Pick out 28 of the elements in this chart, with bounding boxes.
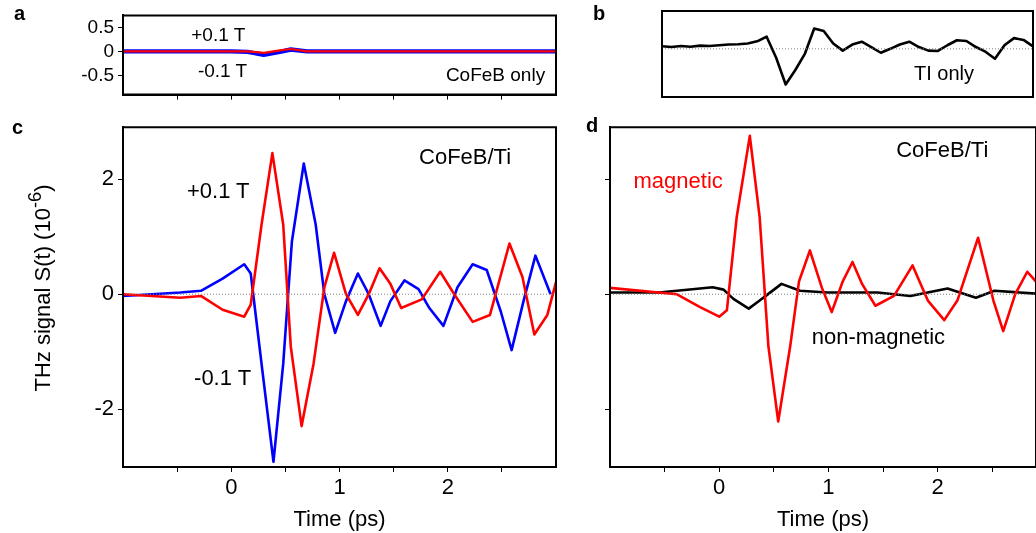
x-tick-label: 2 — [441, 474, 454, 500]
annotation: CoFeB/Ti — [896, 137, 989, 163]
x-tick-label: 1 — [333, 474, 346, 500]
y-tick-label: 0.5 — [87, 15, 114, 37]
y-tick-label: 0 — [101, 280, 114, 306]
x-tick-label: 0 — [713, 474, 726, 500]
series-label: non-magnetic — [811, 323, 946, 349]
series-label: +0.1 T — [191, 24, 246, 46]
x-tick-label: 2 — [931, 474, 944, 500]
series-label: magnetic — [633, 167, 723, 193]
chart-title: a — [14, 2, 26, 25]
y-tick-label: -2 — [94, 395, 114, 421]
y-tick-label: -0.5 — [81, 63, 114, 85]
annotation: CoFeB/Ti — [419, 143, 512, 169]
x-axis-title: Time (ps) — [293, 505, 386, 531]
annotation: CoFeB only — [445, 63, 546, 85]
x-tick-label: 0 — [225, 474, 238, 500]
series-label: -0.1 T — [197, 59, 248, 81]
annotation: TI only — [913, 62, 974, 85]
y-tick-label: 0 — [103, 39, 114, 61]
y-tick-label: 2 — [101, 165, 114, 191]
x-tick-label: 1 — [822, 474, 835, 500]
chart-title: d — [586, 114, 599, 137]
chart-title: b — [593, 2, 606, 25]
chart-title: c — [12, 116, 24, 139]
series-label: -0.1 T — [194, 364, 252, 390]
series-label: +0.1 T — [186, 177, 250, 203]
x-axis-title: Time (ps) — [776, 505, 870, 531]
